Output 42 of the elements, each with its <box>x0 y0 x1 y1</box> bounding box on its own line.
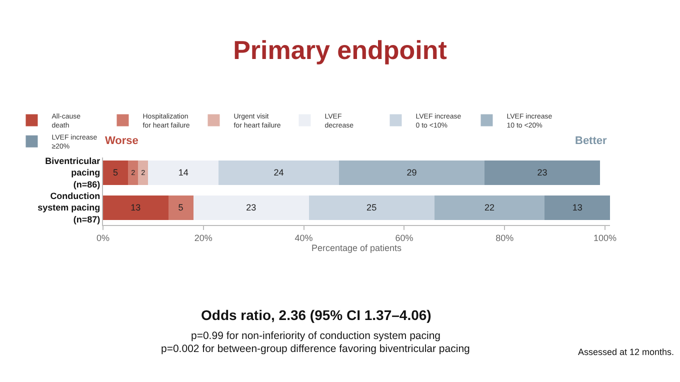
data-label: 13 <box>572 202 582 212</box>
x-axis-title: Percentage of patients <box>311 242 402 253</box>
bar <box>168 195 194 220</box>
x-tick-label: 100% <box>593 232 616 243</box>
bar <box>148 160 218 185</box>
x-tick-label: 40% <box>294 232 313 243</box>
bar <box>218 160 339 185</box>
data-label: 5 <box>113 168 118 178</box>
y-tick-label: Biventricular pacing (n=86) <box>45 156 101 190</box>
data-label: 29 <box>406 168 417 178</box>
chart-title: Primary endpoint <box>233 34 448 65</box>
text: Odds ratio, 2.36 (95% CI 1.37–4.06) <box>201 307 432 323</box>
data-label: 22 <box>484 202 495 212</box>
data-label: 5 <box>178 202 184 212</box>
data-label: 23 <box>537 168 548 178</box>
bar <box>434 195 545 220</box>
x-tick-label: 60% <box>395 232 414 243</box>
data-label: 14 <box>178 168 188 178</box>
text: Better <box>575 135 608 147</box>
bar <box>484 160 600 185</box>
x-tick-label: 0% <box>96 232 110 243</box>
text: p=0.99 for non-inferiority of conduction system pacing <box>191 330 441 342</box>
data-label: 2 <box>141 168 146 177</box>
bar <box>193 195 309 220</box>
text: p=0.002 for between-group difference favoring biventricular pacing <box>161 343 470 355</box>
bar <box>338 160 484 185</box>
text: Worse <box>105 135 138 147</box>
bar <box>103 195 168 220</box>
text: Assessed at 12 months. <box>578 347 674 357</box>
bar <box>544 195 610 220</box>
bar <box>138 160 148 185</box>
bar <box>128 160 138 185</box>
data-label: 25 <box>366 202 377 212</box>
data-label: 13 <box>130 202 141 212</box>
y-tick-label: Conduction system pacing (n=87) <box>38 190 100 224</box>
bar <box>103 160 128 185</box>
data-label: 24 <box>274 168 284 178</box>
data-label: 2 <box>131 168 136 177</box>
data-label: 23 <box>246 202 256 212</box>
x-tick-label: 80% <box>496 232 514 243</box>
bar <box>308 195 434 220</box>
x-tick-label: 20% <box>194 232 212 243</box>
